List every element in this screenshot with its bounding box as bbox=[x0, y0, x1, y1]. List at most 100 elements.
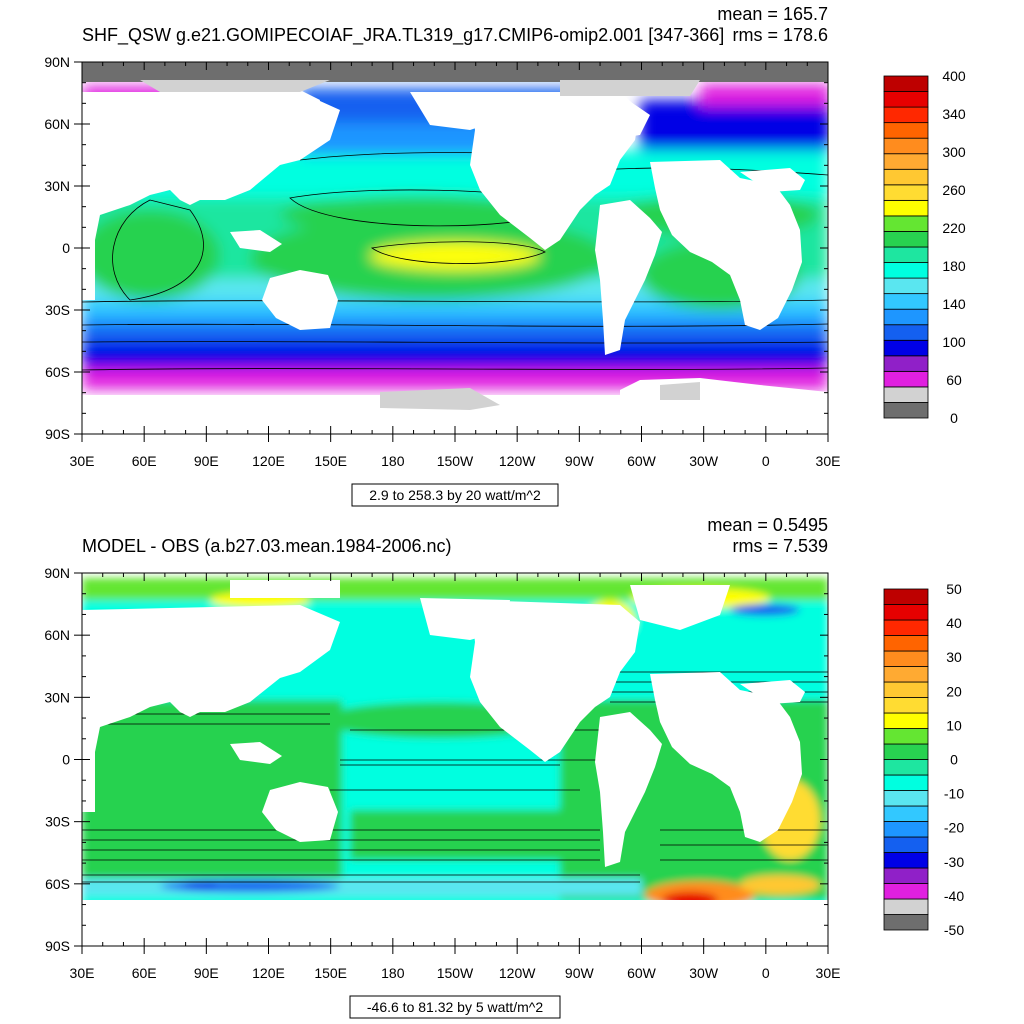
panel-1-x-tick-labels: 30E 60E 90E 120E 150E 180 150W 120W 90W 60W 30W 0 30… bbox=[70, 62, 840, 469]
colorbar-swatch bbox=[883, 883, 929, 900]
x-tick-label: 60E bbox=[132, 965, 157, 981]
x-tick-label: 60W bbox=[627, 453, 657, 469]
panel-2-rms: rms = 7.539 bbox=[732, 536, 828, 556]
y-tick-label: 60S bbox=[45, 364, 70, 380]
panel-1-contours bbox=[82, 152, 828, 371]
x-tick-label: 180 bbox=[381, 453, 405, 469]
colorbar-label: 10 bbox=[946, 717, 962, 733]
colorbar-label: 300 bbox=[942, 144, 966, 160]
y-tick-label: 30N bbox=[44, 689, 70, 705]
panel-1-title: SHF_QSW g.e21.GOMIPECOIAF_JRA.TL319_g17.… bbox=[82, 25, 724, 46]
colorbar-swatch bbox=[883, 106, 929, 124]
colorbar-swatch bbox=[883, 324, 929, 341]
colorbar-swatch bbox=[883, 743, 929, 760]
colorbar-swatch bbox=[883, 666, 929, 683]
colorbar-label: -10 bbox=[944, 786, 964, 802]
x-tick-label: 90E bbox=[194, 453, 219, 469]
colorbar-swatch bbox=[883, 650, 929, 667]
colorbar-label: 340 bbox=[942, 106, 966, 122]
colorbar-swatch bbox=[883, 712, 929, 729]
colorbar-swatch bbox=[883, 355, 929, 372]
panel-2-map: 30E 60E 90E 120E 150E 180 150W 120W 90W 60W 30W 0 30… bbox=[44, 565, 840, 981]
colorbar-label: 180 bbox=[942, 258, 966, 274]
y-tick-label: 90N bbox=[44, 54, 70, 70]
panel-1-mean: mean = 165.7 bbox=[717, 4, 828, 24]
colorbar-label: 60 bbox=[946, 372, 962, 388]
x-tick-label: 0 bbox=[762, 453, 770, 469]
colorbar-swatch bbox=[883, 588, 929, 605]
panel-2-contours bbox=[82, 671, 828, 883]
colorbar-swatch bbox=[883, 604, 929, 621]
panel-2-range-box: -46.6 to 81.32 by 5 watt/m^2 bbox=[349, 995, 561, 1019]
panel-1-range-box: 2.9 to 258.3 by 20 watt/m^2 bbox=[351, 483, 559, 507]
colorbar-swatch bbox=[883, 728, 929, 745]
y-tick-label: 60N bbox=[44, 116, 70, 132]
colorbar-swatch bbox=[883, 215, 929, 232]
colorbar-swatch bbox=[883, 168, 929, 186]
colorbar-swatch bbox=[883, 898, 929, 915]
x-tick-label: 0 bbox=[762, 965, 770, 981]
y-tick-label: 30S bbox=[45, 814, 70, 830]
colorbar-swatch bbox=[883, 122, 929, 139]
panel-2-x-tick-labels: 30E 60E 90E 120E 150E 180 150W 120W 90W 60W 30W 0 30… bbox=[70, 573, 840, 981]
panel-1-map: 30E 60E 90E 120E 150E 180 150W 120W 90W 60W 30W 0 30… bbox=[44, 54, 840, 469]
x-tick-label: 90W bbox=[565, 965, 595, 981]
x-tick-label: 30W bbox=[689, 965, 719, 981]
panel-2-title: MODEL - OBS (a.b27.03.mean.1984-2006.nc) bbox=[82, 536, 452, 556]
x-tick-label: 150W bbox=[437, 453, 474, 469]
colorbar-swatch bbox=[883, 681, 929, 698]
colorbar-swatch bbox=[883, 805, 929, 822]
colorbar-label: 50 bbox=[946, 581, 962, 597]
colorbar-swatch bbox=[883, 790, 929, 807]
colorbar-swatch bbox=[883, 635, 929, 652]
colorbar-label: 260 bbox=[942, 182, 966, 198]
colorbar-swatch bbox=[883, 402, 929, 419]
colorbar-label: 140 bbox=[942, 296, 966, 312]
x-tick-label: 90E bbox=[194, 965, 219, 981]
x-tick-label: 120E bbox=[252, 453, 285, 469]
panel-2-land bbox=[82, 580, 828, 946]
x-tick-label: 180 bbox=[381, 965, 405, 981]
colorbar-label: 0 bbox=[950, 410, 958, 426]
x-tick-label: 30E bbox=[70, 453, 95, 469]
colorbar-swatch bbox=[883, 308, 929, 326]
x-tick-label: 60W bbox=[627, 965, 657, 981]
panel-1-rms: rms = 178.6 bbox=[732, 25, 828, 45]
colorbar-swatch bbox=[883, 246, 929, 263]
colorbar-swatch bbox=[883, 774, 929, 791]
colorbar-label: 100 bbox=[942, 334, 966, 350]
colorbar-label: 30 bbox=[946, 649, 962, 665]
x-tick-label: 120W bbox=[499, 965, 536, 981]
colorbar-label: 40 bbox=[946, 615, 962, 631]
y-tick-label: 90S bbox=[45, 938, 70, 954]
colorbar-swatch bbox=[883, 277, 929, 295]
y-tick-label: 0 bbox=[62, 240, 70, 256]
colorbar-label: 20 bbox=[946, 683, 962, 699]
colorbar-swatch bbox=[883, 339, 929, 357]
y-tick-label: 60S bbox=[45, 876, 70, 892]
colorbar-swatch bbox=[883, 91, 929, 108]
panel-2-range-label: -46.6 to 81.32 by 5 watt/m^2 bbox=[367, 999, 543, 1015]
colorbar-swatch bbox=[883, 153, 929, 170]
colorbar-swatch bbox=[883, 231, 929, 248]
panel-1-colorbar: 400 340 300 260 220 180 140 100 60 0 bbox=[883, 68, 966, 426]
colorbar-swatch bbox=[883, 759, 929, 776]
panel-1-range-label: 2.9 to 258.3 by 20 watt/m^2 bbox=[369, 487, 541, 503]
colorbar-swatch bbox=[883, 137, 929, 155]
colorbar-label: 220 bbox=[942, 220, 966, 236]
colorbar-swatch bbox=[883, 836, 929, 853]
panel-2-colorbar: 50 40 30 20 10 0 -10 -20 -30 -40 -50 bbox=[883, 581, 964, 938]
y-tick-label: 30N bbox=[44, 178, 70, 194]
y-tick-label: 60N bbox=[44, 627, 70, 643]
x-tick-label: 90W bbox=[565, 453, 595, 469]
colorbar-swatch bbox=[883, 184, 929, 201]
colorbar-swatch bbox=[883, 914, 929, 931]
x-tick-label: 60E bbox=[132, 453, 157, 469]
colorbar-swatch bbox=[883, 199, 929, 217]
colorbar-label: -20 bbox=[944, 820, 964, 836]
x-tick-label: 30E bbox=[70, 965, 95, 981]
colorbar-swatch bbox=[883, 386, 929, 403]
colorbar-label: -40 bbox=[944, 888, 964, 904]
colorbar-swatch bbox=[883, 697, 929, 714]
